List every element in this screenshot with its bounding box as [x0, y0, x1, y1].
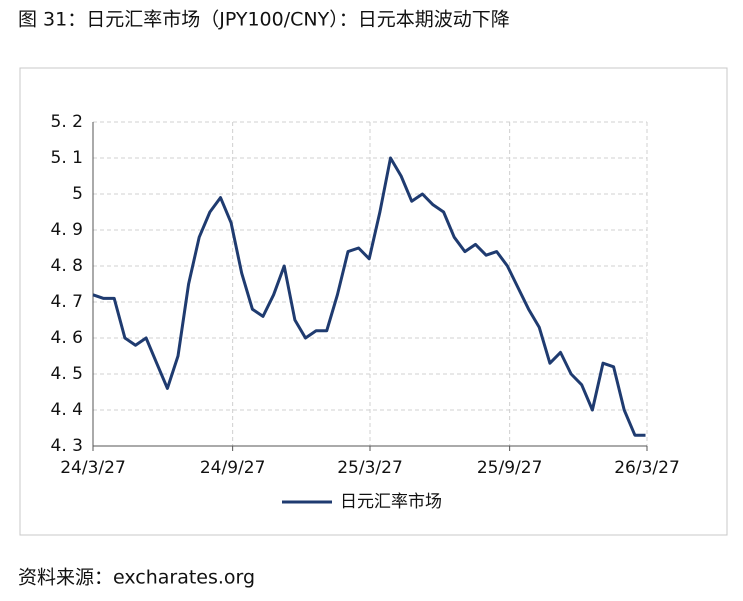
chart-title: 图 31：日元汇率市场（JPY100/CNY）：日元本期波动下降 — [18, 9, 510, 31]
x-tick-label: 24/3/27 — [60, 458, 126, 478]
y-tick-label: 4. 6 — [51, 328, 83, 348]
y-tick-label: 4. 7 — [51, 292, 83, 312]
x-tick-label: 25/9/27 — [477, 458, 543, 478]
chart-frame — [19, 67, 728, 536]
x-tick-label: 25/3/27 — [337, 458, 403, 478]
y-tick-label: 5. 2 — [51, 112, 83, 132]
y-tick-label: 4. 3 — [51, 436, 83, 456]
y-tick-label: 4. 8 — [51, 256, 83, 276]
source-note: 资料来源：excharates.org — [18, 567, 255, 589]
x-tick-label: 24/9/27 — [200, 458, 266, 478]
y-tick-label: 5. 1 — [51, 148, 83, 168]
series-line — [92, 156, 646, 437]
x-tick-label: 26/3/27 — [614, 458, 680, 478]
y-tick-label: 4. 5 — [51, 364, 83, 384]
y-tick-label: 4. 4 — [51, 400, 83, 420]
y-tick-label: 5 — [72, 184, 83, 204]
legend-label: 日元汇率市场 — [340, 492, 442, 512]
y-tick-label: 4. 9 — [51, 220, 83, 240]
